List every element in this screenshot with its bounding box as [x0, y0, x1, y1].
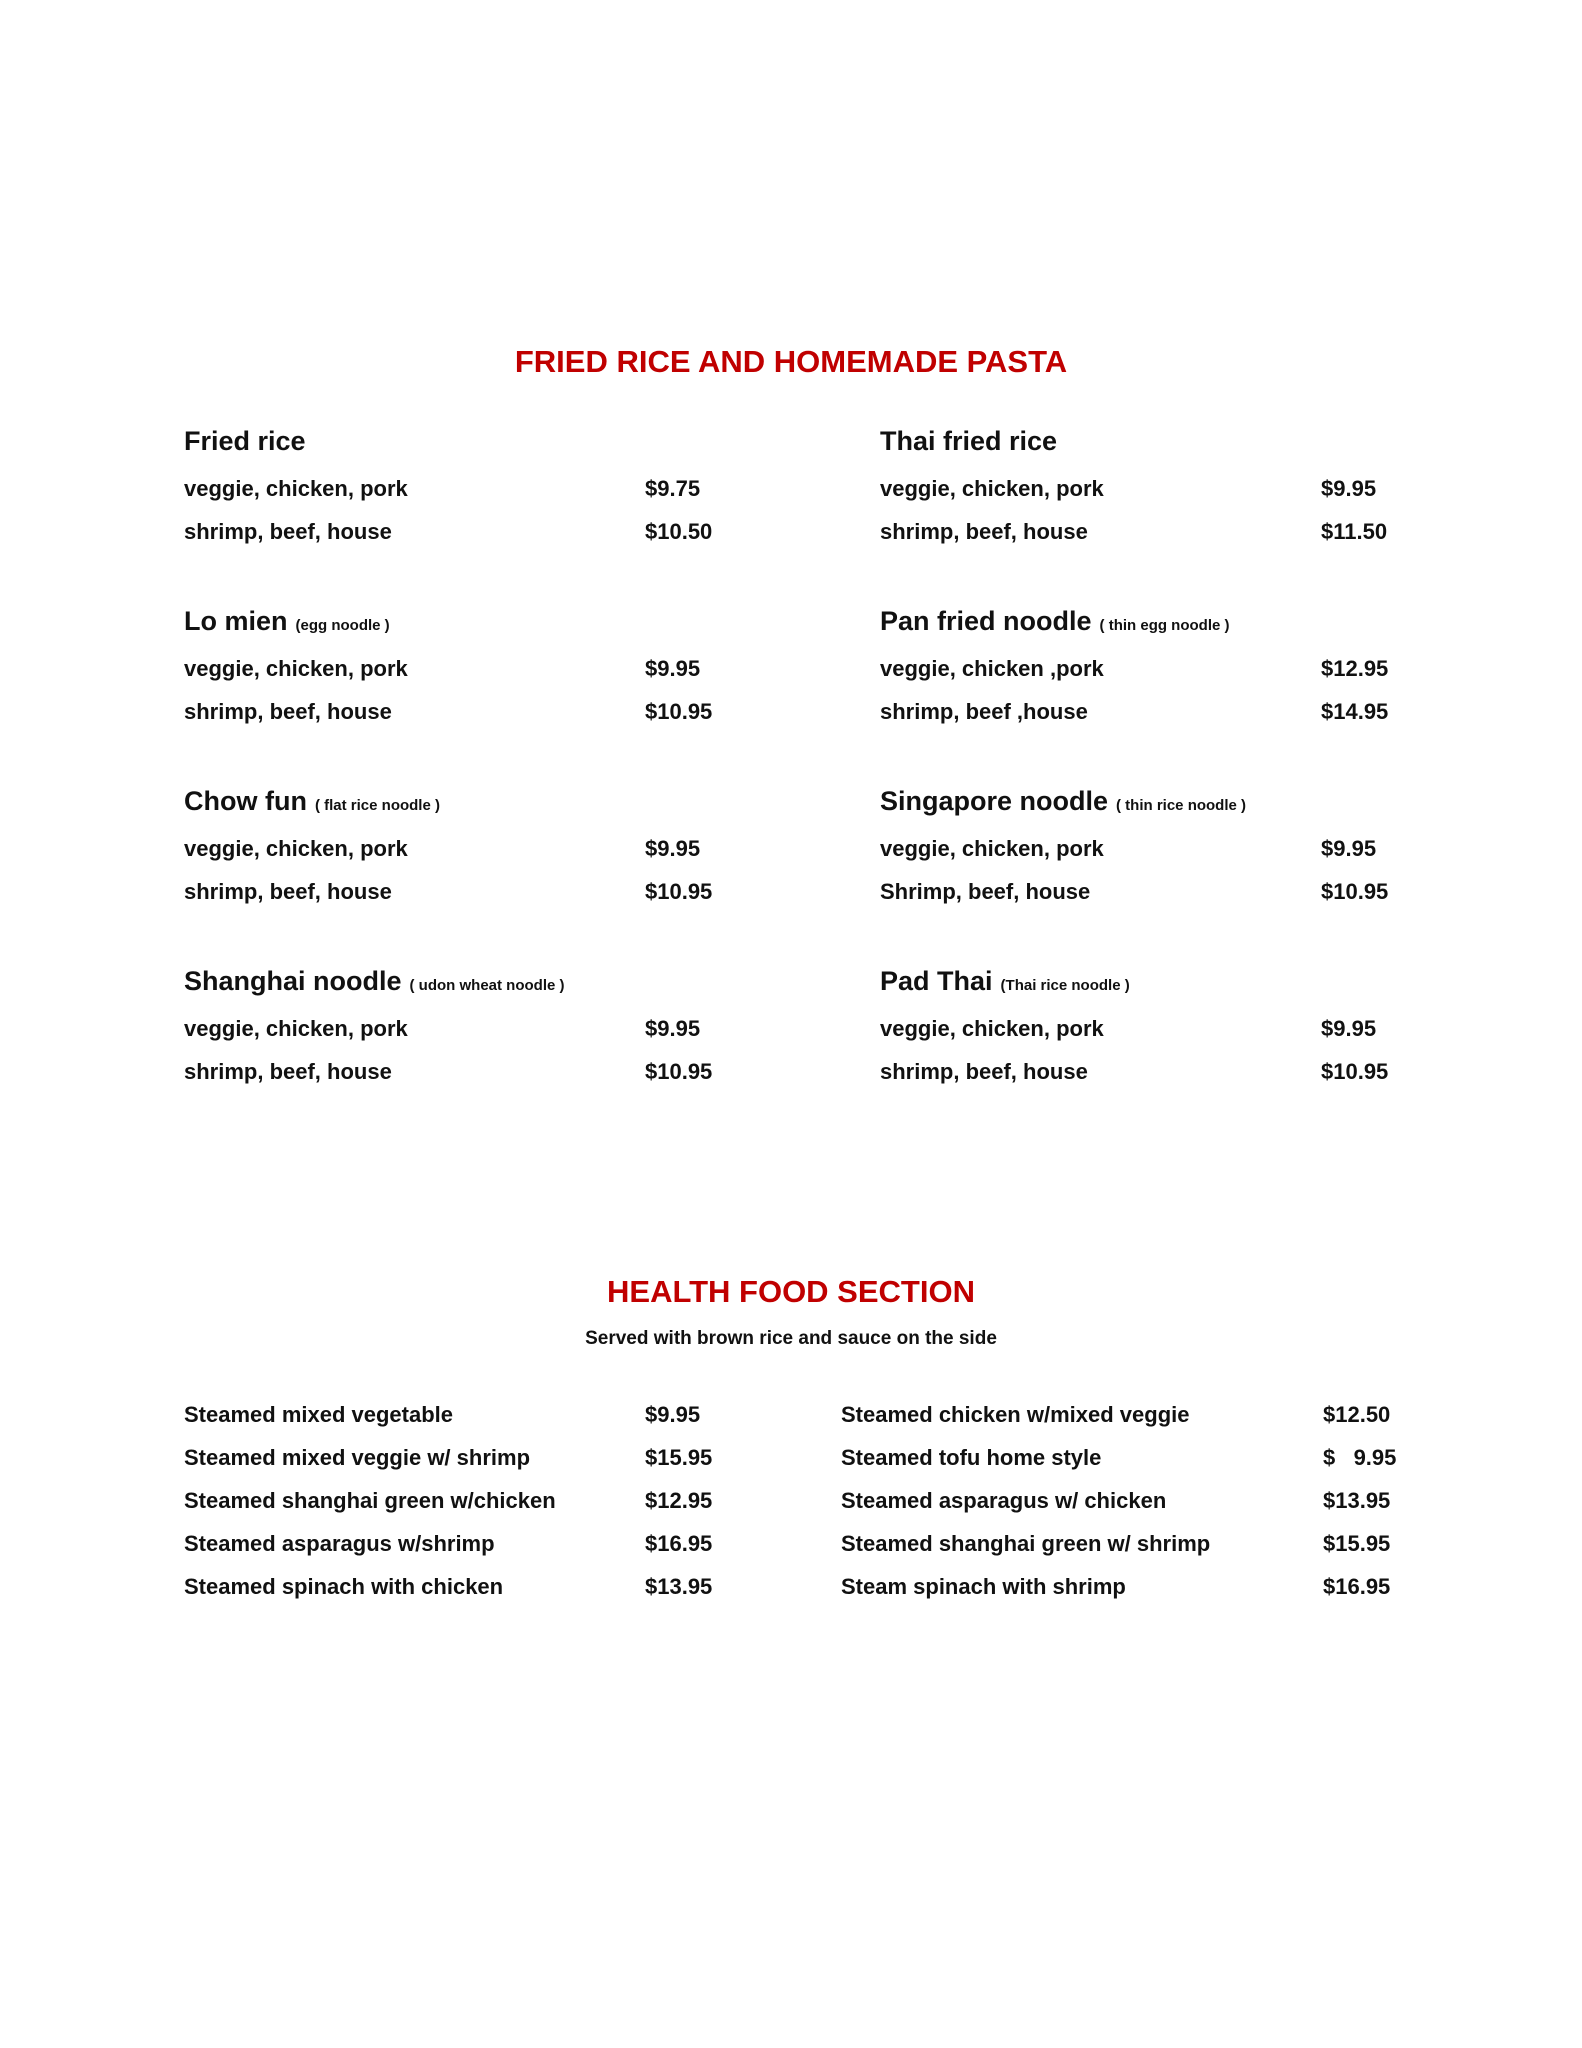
menu-item-name: Steamed mixed veggie w/ shrimp — [184, 1445, 531, 1470]
menu-item-price: $10.95 — [1321, 879, 1389, 904]
menu-item-name: Steamed spinach with chicken — [184, 1574, 504, 1599]
menu-item-price: $9.95 — [645, 1016, 701, 1041]
menu-item-name: veggie, chicken, pork — [184, 476, 408, 501]
menu-item-price: $12.50 — [1323, 1402, 1391, 1427]
menu-item-name: shrimp, beef, house — [184, 1059, 392, 1084]
menu-group-note: ( flat rice noodle ) — [314, 797, 440, 814]
menu-group-name: Lo mien (egg noodle ) — [184, 608, 390, 635]
menu-item-price: $9.95 — [645, 1402, 701, 1427]
menu-item-price: $10.95 — [645, 699, 713, 724]
menu-item-name: veggie, chicken, pork — [184, 1016, 408, 1041]
menu-item-price: $12.95 — [1321, 656, 1389, 681]
menu-group-note: ( thin egg noodle ) — [1099, 617, 1230, 634]
menu-item-name: veggie, chicken, pork — [880, 476, 1104, 501]
menu-item-name: shrimp, beef, house — [880, 519, 1088, 544]
menu-item-name: Steamed shanghai green w/ shrimp — [841, 1531, 1211, 1556]
menu-item-name: Steamed mixed vegetable — [184, 1402, 454, 1427]
menu-item-price: $16.95 — [1323, 1574, 1391, 1599]
menu-item-name: veggie, chicken, pork — [880, 836, 1104, 861]
menu-item-name: Steamed asparagus w/ chicken — [841, 1488, 1167, 1513]
menu-group-note: (egg noodle ) — [295, 617, 390, 634]
menu-item-name: Steamed tofu home style — [841, 1445, 1102, 1470]
menu-item-price: $13.95 — [645, 1574, 713, 1599]
menu-item-price: $10.50 — [645, 519, 713, 544]
menu-item-price: $15.95 — [1323, 1531, 1391, 1556]
menu-group-name: Pan fried noodle ( thin egg noodle ) — [880, 608, 1230, 635]
menu-item-price: $ 9.95 — [1323, 1445, 1397, 1470]
menu-item-name: veggie, chicken, pork — [184, 836, 408, 861]
health-section-subtitle: Served with brown rice and sauce on the … — [585, 1328, 997, 1349]
menu-item-name: shrimp, beef, house — [184, 519, 392, 544]
menu-group-name: Pad Thai (Thai rice noodle ) — [880, 968, 1130, 995]
menu-item-name: shrimp, beef, house — [184, 879, 392, 904]
menu-item-name: veggie, chicken, pork — [880, 1016, 1104, 1041]
menu-item-price: $16.95 — [645, 1531, 713, 1556]
menu-group-title: Lo mien — [184, 606, 288, 636]
pasta-section-title: FRIED RICE AND HOMEMADE PASTA — [514, 344, 1068, 379]
menu-item-price: $9.95 — [645, 656, 701, 681]
menu-group-name: Chow fun ( flat rice noodle ) — [184, 788, 440, 815]
menu-item-name: Steamed chicken w/mixed veggie — [841, 1402, 1190, 1427]
menu-group-note: ( udon wheat noodle ) — [409, 977, 565, 994]
menu-group-title: Pan fried noodle — [880, 606, 1092, 636]
menu-item-price: $13.95 — [1323, 1488, 1391, 1513]
menu-item-price: $14.95 — [1321, 699, 1389, 724]
menu-item-price: $9.95 — [645, 836, 701, 861]
menu-group-name: Shanghai noodle ( udon wheat noodle ) — [184, 968, 565, 995]
menu-item-price: $11.50 — [1321, 519, 1388, 544]
menu-item-price: $10.95 — [1321, 1059, 1389, 1084]
menu-item-price: $9.75 — [645, 476, 701, 501]
menu-item-price: $9.95 — [1321, 476, 1377, 501]
menu-item-name: shrimp, beef ,house — [880, 699, 1088, 724]
menu-group-title: Pad Thai — [880, 966, 993, 996]
menu-item-name: shrimp, beef, house — [880, 1059, 1088, 1084]
menu-item-price: $12.95 — [645, 1488, 713, 1513]
menu-item-price: $9.95 — [1321, 836, 1377, 861]
menu-group-note: (Thai rice noodle ) — [1000, 977, 1130, 994]
menu-group-title: Shanghai noodle — [184, 966, 402, 996]
menu-group-title: Singapore noodle — [880, 786, 1109, 816]
menu-item-price: $15.95 — [645, 1445, 713, 1470]
menu-group-note: ( thin rice noodle ) — [1116, 797, 1247, 814]
menu-item-name: Steam spinach with shrimp — [841, 1574, 1126, 1599]
menu-item-name: Steamed asparagus w/shrimp — [184, 1531, 495, 1556]
menu-group-name: Thai fried rice — [880, 426, 1058, 456]
menu-group-name: Fried rice — [184, 426, 306, 456]
menu-group-name: Singapore noodle ( thin rice noodle ) — [880, 788, 1246, 815]
menu-item-price: $10.95 — [645, 879, 713, 904]
menu-group-title: Chow fun — [184, 786, 307, 816]
menu-item-price: $10.95 — [645, 1059, 713, 1084]
health-section-title: HEALTH FOOD SECTION — [607, 1274, 975, 1309]
menu-item-price: $9.95 — [1321, 1016, 1377, 1041]
menu-item-name: veggie, chicken, pork — [184, 656, 408, 681]
menu-item-name: veggie, chicken ,pork — [880, 656, 1104, 681]
menu-item-name: Shrimp, beef, house — [880, 879, 1091, 904]
menu-item-name: Steamed shanghai green w/chicken — [184, 1488, 556, 1513]
menu-item-name: shrimp, beef, house — [184, 699, 392, 724]
